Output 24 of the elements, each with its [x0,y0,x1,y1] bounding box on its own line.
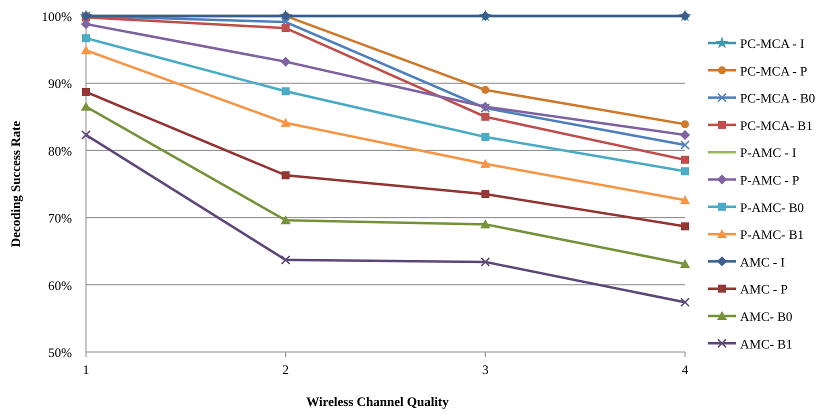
x-tick-label: 2 [282,362,289,377]
legend-label: P-AMC - I [740,145,796,160]
legend-label: PC-MCA- B1 [740,118,813,133]
y-axis-title: Decoding Success Rate [8,120,23,248]
legend-label: AMC - I [740,254,785,270]
y-tick-label: 60% [48,278,72,293]
x-tick-label: 4 [682,362,689,377]
legend-label: AMC - P [740,282,788,297]
legend-label: P-AMC - P [740,172,800,188]
y-tick-label: 100% [42,9,72,24]
y-tick-label: 50% [48,345,72,360]
legend-label: P-AMC- B0 [740,200,804,215]
x-tick-label: 1 [82,362,90,377]
legend-label: PC-MCA - I [740,36,804,51]
y-tick-label: 90% [48,76,72,92]
legend-label: PC-MCA - P [740,63,808,78]
legend-label: AMC- B0 [740,309,792,324]
legend-label: AMC- B1 [740,336,792,352]
x-tick-label: 3 [482,362,489,377]
y-tick-label: 70% [48,210,72,226]
legend-label: PC-MCA - B0 [740,90,816,106]
y-tick-label: 80% [48,143,72,158]
x-axis-title: Wireless Channel Quality [306,394,450,409]
legend-label: P-AMC- B1 [740,227,804,242]
